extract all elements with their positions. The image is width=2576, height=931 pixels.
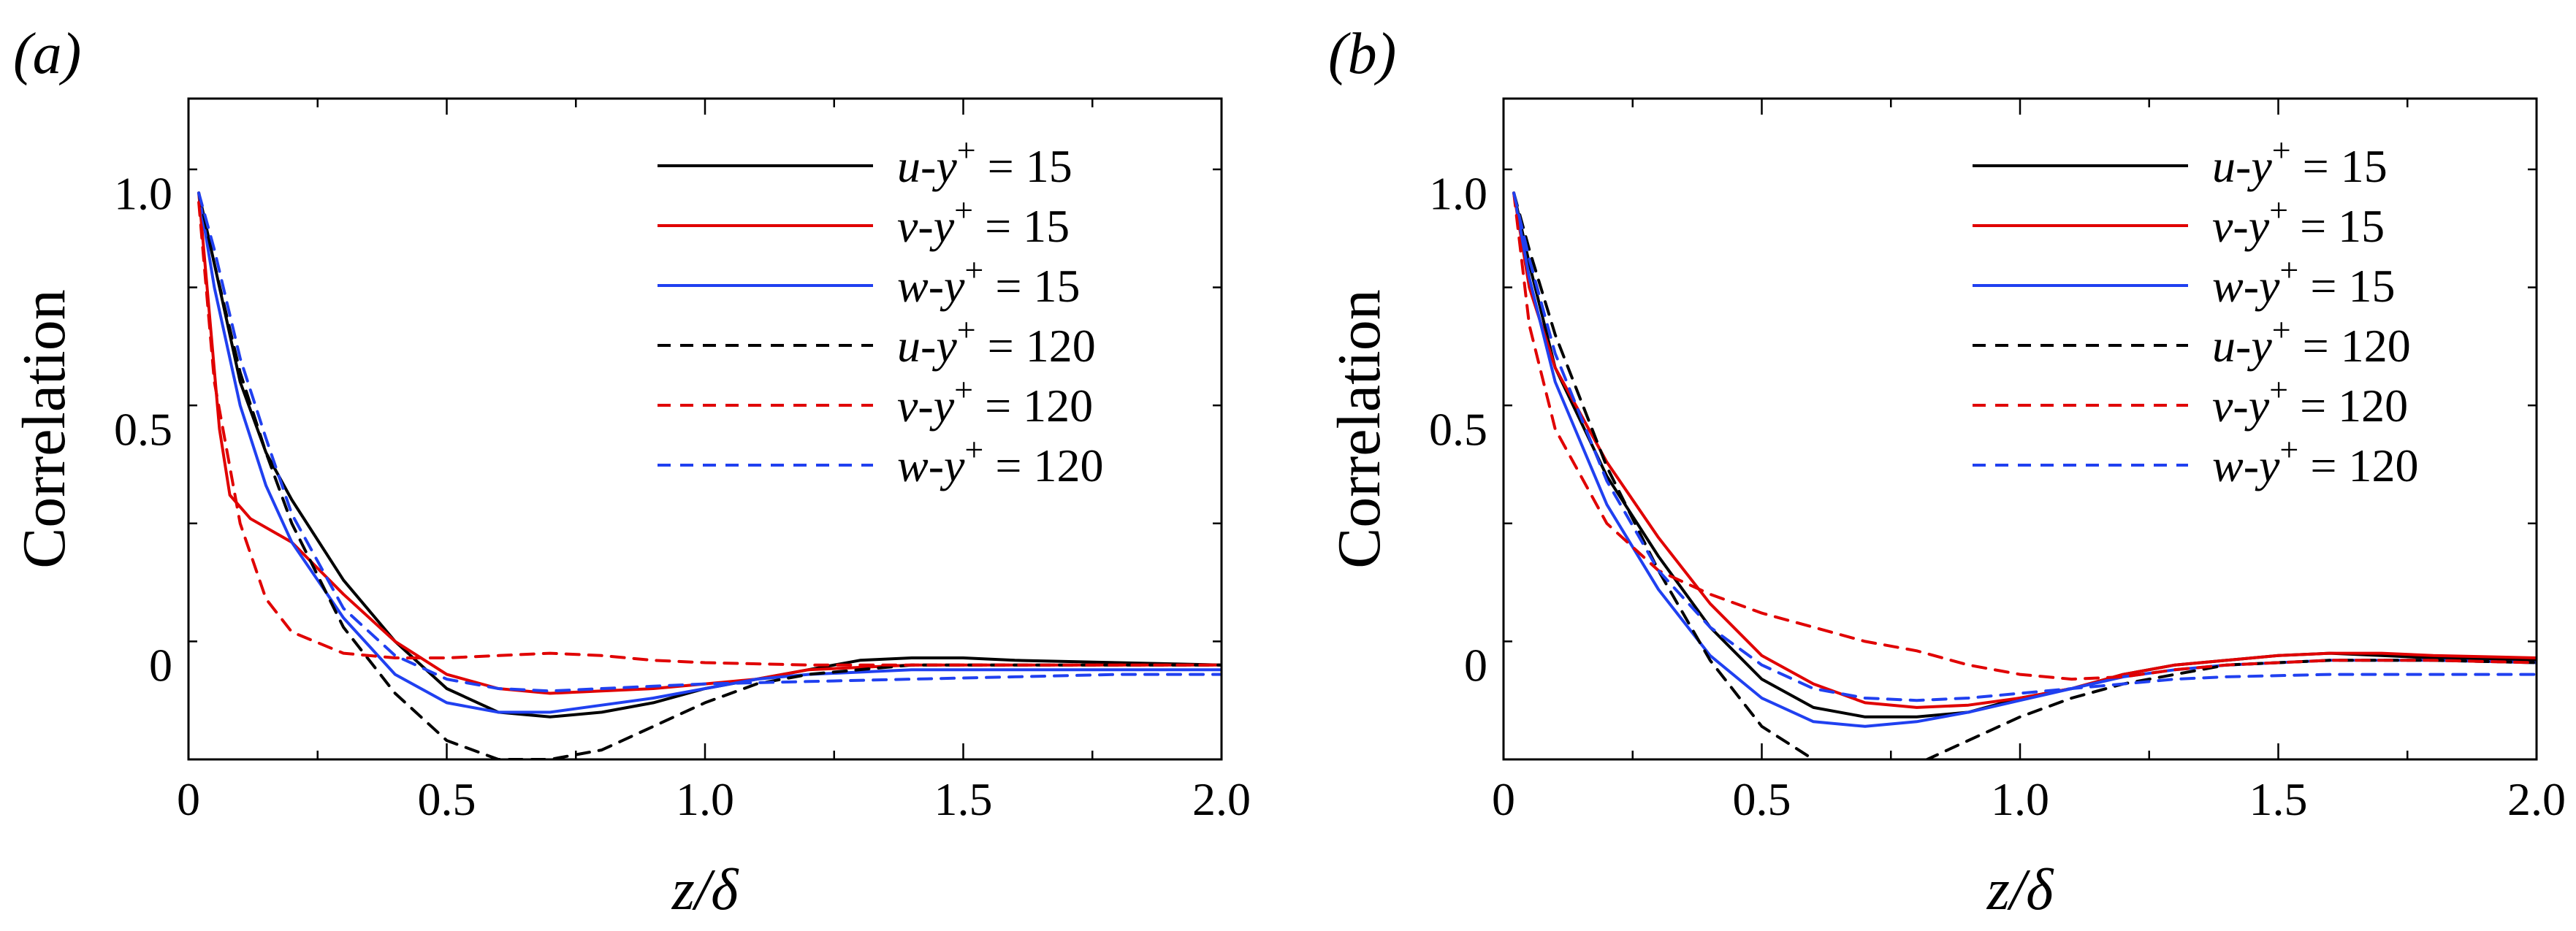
legend-label: w-y+ = 120 [2212, 431, 2418, 491]
y-tick-label: 0.5 [114, 404, 172, 456]
x-tick-label: 2.0 [1192, 773, 1251, 825]
legend-label: u-y+ = 15 [2212, 131, 2388, 192]
legend-label: w-y+ = 15 [2212, 251, 2395, 312]
y-tick-label: 1.0 [1429, 167, 1487, 219]
legend-label: w-y+ = 120 [897, 431, 1103, 491]
x-tick-label: 1.0 [1991, 773, 2049, 825]
legend: u-y+ = 15v-y+ = 15w-y+ = 15u-y+ = 120v-y… [1973, 131, 2418, 491]
legend-label: u-y+ = 120 [897, 311, 1096, 372]
x-tick-label: 0 [1492, 773, 1515, 825]
series-line-w-yplus-15 [197, 191, 1222, 714]
panel-b: (b) 0 0.5 1.0 1.5 2.0 0 0.5 1.0 Correlation z/δ u-y… [1325, 22, 2566, 922]
legend: u-y+ = 15v-y+ = 15w-y+ = 15u-y+ = 120v-y… [658, 131, 1103, 491]
series-line-u-yplus-15 [197, 191, 1222, 719]
series-line-v-yplus-15 [1512, 191, 2537, 709]
y-tick-label: 0 [149, 640, 172, 691]
x-axis-title: z/δ [671, 858, 739, 922]
y-tick-label: 0.5 [1429, 404, 1487, 456]
series-line-w-yplus-120 [197, 191, 1222, 693]
y-tick-label: 0 [1464, 640, 1487, 691]
x-tick-label: 0.5 [418, 773, 476, 825]
series-group [1512, 191, 2537, 759]
x-tick-label: 2.0 [2507, 773, 2566, 825]
x-tick-label: 1.5 [934, 773, 993, 825]
legend-label: u-y+ = 120 [2212, 311, 2411, 372]
legend-label: v-y+ = 15 [897, 191, 1070, 252]
series-line-v-yplus-120 [1512, 191, 2537, 681]
x-tick-label: 0 [177, 773, 200, 825]
panel-label: (b) [1328, 22, 1396, 86]
y-axis-title: Correlation [10, 289, 78, 569]
x-axis-title: z/δ [1986, 858, 2054, 922]
y-tick-label: 1.0 [114, 167, 172, 219]
panel-a: (a) 0 0.5 1.0 1.5 2.0 0 0.5 1.0 Correlation z/δ u-y… [10, 22, 1251, 922]
series-group [197, 191, 1222, 759]
panel-label: (a) [13, 22, 81, 86]
legend-label: w-y+ = 15 [897, 251, 1080, 312]
legend-label: u-y+ = 15 [897, 131, 1072, 192]
series-line-v-yplus-120 [197, 201, 1222, 667]
legend-label: v-y+ = 120 [2212, 371, 2408, 432]
x-tick-label: 0.5 [1733, 773, 1791, 825]
legend-label: v-y+ = 120 [897, 371, 1093, 432]
x-tick-label: 1.0 [676, 773, 734, 825]
x-tick-label: 1.5 [2249, 773, 2308, 825]
legend-label: v-y+ = 15 [2212, 191, 2385, 252]
y-axis-title: Correlation [1325, 289, 1393, 569]
series-line-w-yplus-120 [1512, 191, 2537, 702]
